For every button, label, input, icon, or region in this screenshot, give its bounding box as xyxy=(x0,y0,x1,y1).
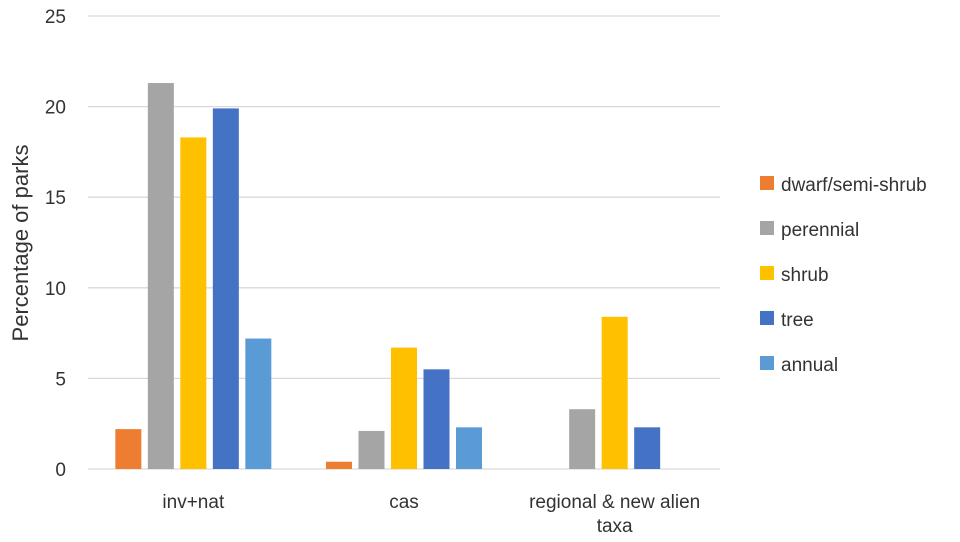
bar-annual xyxy=(456,427,482,469)
bar-dwarf-semi-shrub xyxy=(115,429,142,469)
x-axis-categories: inv+nat cas regional & new alien taxa xyxy=(162,492,700,537)
bar-perennial xyxy=(147,83,174,469)
legend-swatch xyxy=(760,311,774,325)
x-category-label: inv+nat xyxy=(162,492,225,513)
bars xyxy=(115,83,661,470)
x-category-label: taxa xyxy=(597,516,633,537)
y-tick-label: 0 xyxy=(55,460,66,481)
legend: dwarf/semi-shrub perennial shrub tree annual xyxy=(760,175,927,376)
y-tick-label: 15 xyxy=(45,188,66,209)
bar-perennial xyxy=(358,430,385,469)
bar-perennial xyxy=(569,409,596,469)
legend-label: tree xyxy=(781,310,814,331)
bar-annual xyxy=(245,338,272,469)
bar-tree xyxy=(423,369,450,469)
bar-tree xyxy=(212,108,239,470)
y-tick-label: 20 xyxy=(45,98,66,119)
legend-label: perennial xyxy=(781,220,859,241)
legend-swatch xyxy=(760,266,774,280)
y-tick-label: 10 xyxy=(45,279,66,300)
bar-shrub xyxy=(601,316,628,469)
x-category-label: regional & new alien xyxy=(529,492,700,513)
legend-label: shrub xyxy=(781,265,829,286)
bar-shrub xyxy=(180,137,207,470)
legend-swatch xyxy=(760,356,774,370)
x-category-label: cas xyxy=(389,492,419,513)
bar-tree xyxy=(634,427,661,469)
y-tick-label: 5 xyxy=(55,369,66,390)
y-axis-ticks: 0 5 10 15 20 25 xyxy=(45,7,66,481)
legend-label: annual xyxy=(781,355,838,376)
y-tick-label: 25 xyxy=(45,7,66,28)
y-axis-title: Percentage of parks xyxy=(8,145,33,342)
bar-dwarf-semi-shrub xyxy=(326,461,352,469)
legend-swatch xyxy=(760,221,774,235)
legend-swatch xyxy=(760,176,774,190)
legend-label: dwarf/semi-shrub xyxy=(781,175,927,196)
bar-shrub xyxy=(391,347,417,469)
